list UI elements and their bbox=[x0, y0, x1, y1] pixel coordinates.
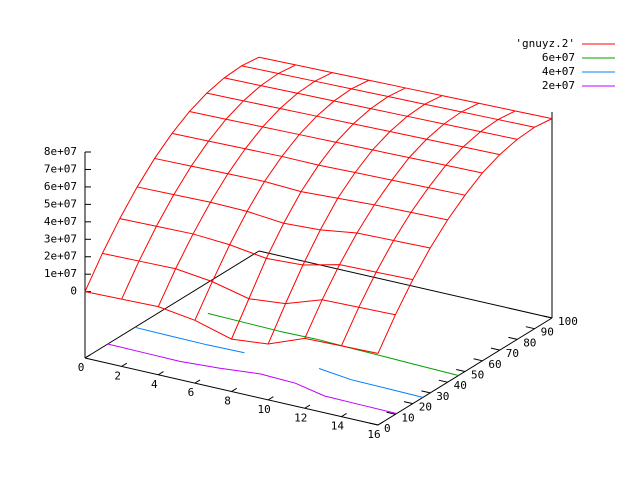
x-tick bbox=[377, 421, 384, 426]
y-tick bbox=[473, 358, 483, 362]
x-tick-label: 14 bbox=[331, 420, 345, 433]
z-tick-label: 5e+07 bbox=[44, 197, 77, 210]
surface-line bbox=[258, 56, 553, 120]
x-tick-label: 10 bbox=[258, 403, 271, 416]
y-tick bbox=[543, 315, 553, 319]
surface-line bbox=[171, 132, 466, 196]
y-tick bbox=[421, 390, 431, 394]
surface-line bbox=[137, 186, 431, 249]
y-tick-label: 40 bbox=[454, 379, 467, 392]
y-tick bbox=[438, 379, 448, 383]
contour-line bbox=[207, 312, 459, 376]
legend-label: 4e+07 bbox=[542, 65, 575, 78]
z-tick-label: 4e+07 bbox=[44, 215, 77, 228]
y-tick-label: 30 bbox=[436, 390, 449, 403]
y-tick-label: 60 bbox=[488, 358, 501, 371]
y-tick bbox=[456, 369, 466, 372]
x-tick-label: 16 bbox=[367, 428, 380, 441]
contour-line bbox=[107, 343, 397, 414]
surface-line bbox=[241, 65, 535, 128]
y-tick-label: 0 bbox=[384, 422, 391, 435]
y-tick bbox=[403, 401, 413, 405]
y-tick-label: 10 bbox=[401, 411, 414, 424]
y-tick bbox=[490, 347, 500, 351]
z-tick-label: 6e+07 bbox=[44, 180, 77, 193]
y-tick-label: 90 bbox=[541, 326, 554, 339]
base-edge bbox=[258, 250, 553, 319]
legend-label: 'gnuyz.2' bbox=[515, 37, 575, 50]
z-tick-label: 8e+07 bbox=[44, 145, 77, 158]
surface-line bbox=[206, 92, 500, 156]
x-tick bbox=[157, 371, 164, 376]
surface-line bbox=[340, 110, 516, 347]
surface-line bbox=[154, 157, 448, 221]
y-tick-label: 100 bbox=[558, 315, 578, 328]
surface-line bbox=[102, 252, 396, 316]
z-tick-label: 0 bbox=[70, 285, 77, 298]
y-tick-label: 70 bbox=[506, 347, 519, 360]
x-tick bbox=[341, 412, 347, 418]
x-tick-label: 4 bbox=[151, 378, 158, 391]
x-tick-label: 6 bbox=[188, 386, 195, 399]
x-tick-label: 8 bbox=[224, 395, 231, 408]
x-tick bbox=[194, 379, 201, 384]
z-tick-label: 7e+07 bbox=[44, 162, 77, 175]
y-tick bbox=[369, 422, 379, 426]
x-tick bbox=[121, 362, 128, 367]
surface-line bbox=[194, 79, 370, 321]
x-tick-label: 2 bbox=[114, 369, 121, 382]
x-tick bbox=[84, 354, 91, 359]
surface-line bbox=[119, 218, 413, 281]
x-tick bbox=[304, 404, 311, 409]
y-tick bbox=[386, 411, 396, 415]
surface-line bbox=[121, 64, 296, 300]
surface-line bbox=[304, 102, 479, 339]
z-tick-label: 2e+07 bbox=[44, 250, 77, 263]
surface-line bbox=[377, 118, 553, 354]
x-tick bbox=[267, 396, 274, 401]
y-tick bbox=[525, 326, 535, 330]
z-tick-label: 1e+07 bbox=[44, 267, 77, 280]
x-tick bbox=[231, 387, 237, 392]
legend-label: 2e+07 bbox=[542, 79, 575, 92]
surface-line bbox=[189, 111, 483, 174]
legend-label: 6e+07 bbox=[542, 51, 575, 64]
z-tick-label: 3e+07 bbox=[44, 232, 77, 245]
y-tick bbox=[508, 336, 518, 340]
base-edge bbox=[84, 250, 260, 359]
y-tick-label: 50 bbox=[471, 369, 484, 382]
surface-line bbox=[84, 291, 379, 354]
y-tick-label: 80 bbox=[523, 336, 536, 349]
surface-line bbox=[224, 77, 518, 140]
x-tick-label: 0 bbox=[78, 361, 85, 374]
y-tick-label: 20 bbox=[419, 401, 432, 414]
contour-line bbox=[134, 326, 424, 398]
x-tick-label: 12 bbox=[294, 411, 307, 424]
